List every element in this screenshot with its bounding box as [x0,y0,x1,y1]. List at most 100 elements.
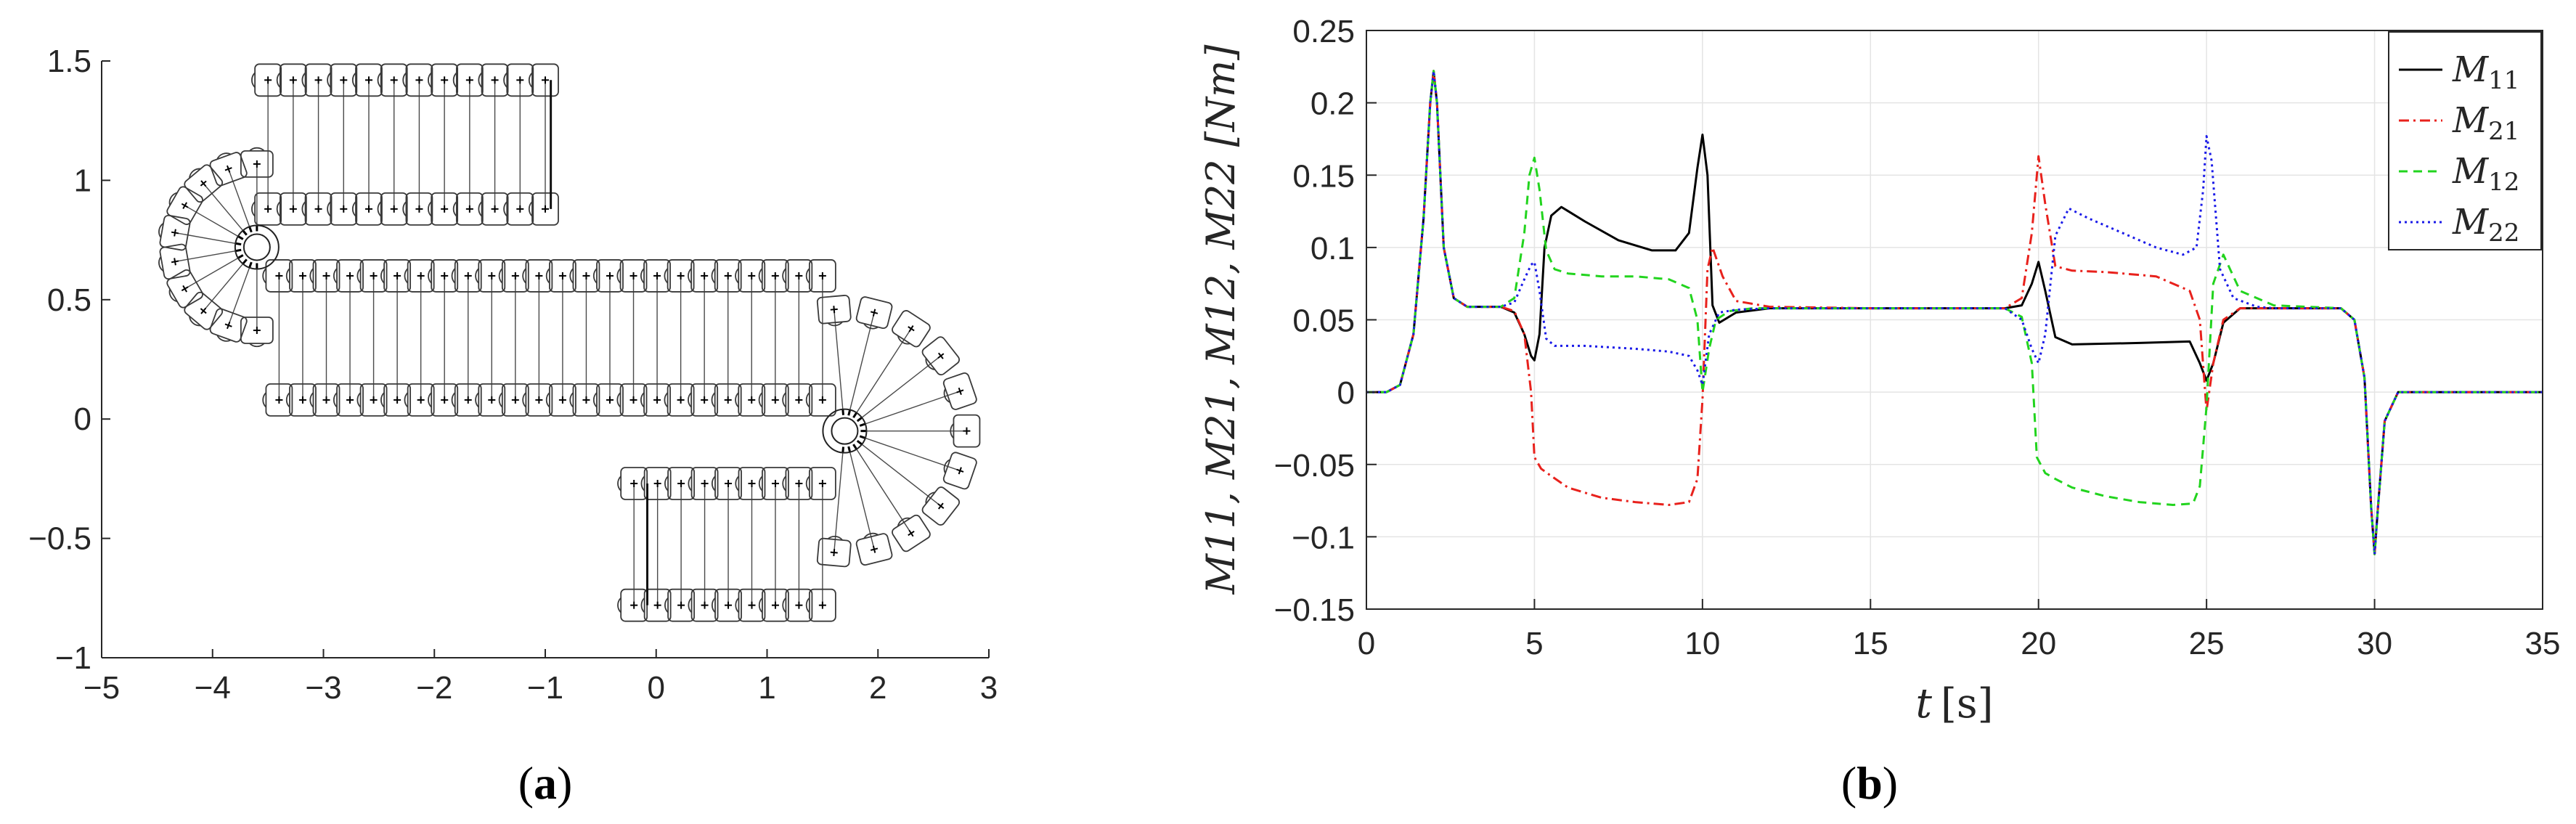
robot-footprint [616,383,648,417]
robot-footprint [285,383,317,417]
robot-footprint [528,192,559,226]
pivot-mark [859,423,866,427]
y-tick-label: 0 [1337,375,1355,411]
robot-footprint [782,467,813,500]
pivot-mark [859,435,866,439]
arc-footprint [892,310,931,348]
robot-footprint [402,192,433,226]
robot-footprint [805,467,836,500]
robot-footprint [452,63,484,97]
panel-b-legend: M11 M21 M12 M22 [2388,31,2542,250]
robot-footprint [262,259,293,293]
pivot-mark [248,261,253,269]
pivot-mark [847,409,852,416]
robot-footprint [402,63,433,97]
x-tick-label: −4 [195,670,231,706]
robot-footprint [735,588,766,622]
arc-footprint [892,514,931,552]
robot-footprint [377,63,408,97]
robot-footprint [503,192,534,226]
arc-footprint [158,243,191,280]
panel-a-robot-footprints [158,63,981,622]
connector-line [228,168,250,227]
robot-footprint [327,63,358,97]
y-tick-label: −0.5 [28,521,91,557]
panel-b-caption: (b) [1841,757,1898,809]
connector-line [184,257,239,290]
y-tick-label: −1 [55,640,91,676]
robot-footprint [640,259,671,293]
robot-footprint [805,588,836,622]
x-tick-label: 5 [1525,626,1543,661]
robot-footprint [356,383,388,417]
robot-footprint [428,383,459,417]
y-tick-label: 0.05 [1292,303,1355,339]
robot-footprint [301,63,333,97]
robot-footprint [664,588,696,622]
y-tick-label: 0.5 [47,282,91,318]
pivot-mark [847,446,852,453]
arc-footprint [240,317,274,348]
panel-b-x-tick-labels: 0 5 10 15 20 25 30 35 [1358,626,2561,661]
x-tick-label: −5 [83,670,120,706]
arc-footprint [158,214,191,251]
robot-footprint [451,259,482,293]
x-tick-label: −1 [527,670,563,706]
series-line-m12 [1366,70,2543,555]
panel-a-caption: (a) [518,757,573,809]
panel-b-x-axis-label: t [s] [1916,680,1994,727]
robot-footprint [664,383,695,417]
robot-footprint [782,259,813,293]
robot-footprint [688,588,719,622]
y-tick-label: 0 [74,401,91,437]
robot-footprint [664,467,696,500]
y-tick-label: −0.1 [1292,520,1355,555]
robot-footprint [475,259,506,293]
robot-footprint [569,259,600,293]
arc-footprint [921,336,961,376]
robot-footprint [428,63,459,97]
robot-footprint [711,467,742,500]
robot-footprint [428,192,459,226]
x-tick-label: 25 [2189,626,2225,661]
robot-footprint [380,383,412,417]
series-line-m22 [1366,70,2543,555]
arc-footprint [184,164,224,203]
robot-footprint [528,63,559,97]
robot-footprint [333,259,364,293]
robot-footprint [404,383,435,417]
robot-footprint [309,383,341,417]
robot-footprint [404,259,435,293]
robot-footprint [688,467,719,500]
robot-footprint [522,383,553,417]
robot-footprint [428,259,459,293]
panel-a-trajectory-plot: −5 −4 −3 −2 −1 0 1 2 3 −1 −0.5 0 0.5 1 1.5 (a) [28,44,998,809]
robot-footprint [377,192,408,226]
robot-footprint [592,383,624,417]
connector-line [203,183,244,231]
robot-footprint [522,259,553,293]
robot-footprint [327,192,358,226]
arc-footprint [942,372,977,410]
arc-footprint [166,186,203,225]
legend-box [2388,31,2542,250]
y-tick-label: 1 [74,163,91,198]
robot-footprint [735,467,766,500]
y-tick-label: 0.1 [1311,231,1355,266]
arc-footprint [950,414,981,448]
connector-line [228,267,250,326]
robot-footprint [251,192,282,226]
connector-line [174,232,236,244]
pivot-mark [841,409,845,415]
robot-footprint [758,383,789,417]
arc-footprint [209,308,248,343]
pivot-cluster [234,224,280,270]
pivot-cluster [822,408,868,454]
robot-footprint [351,63,383,97]
robot-footprint [688,259,719,293]
legend-item-m21: M21 [2399,100,2519,146]
robot-footprint [711,383,742,417]
panel-b-y-axis-label: M11, M21, M12, M22 [Nm] [1198,44,1244,595]
robot-footprint [301,192,333,226]
x-tick-label: 2 [869,670,886,706]
